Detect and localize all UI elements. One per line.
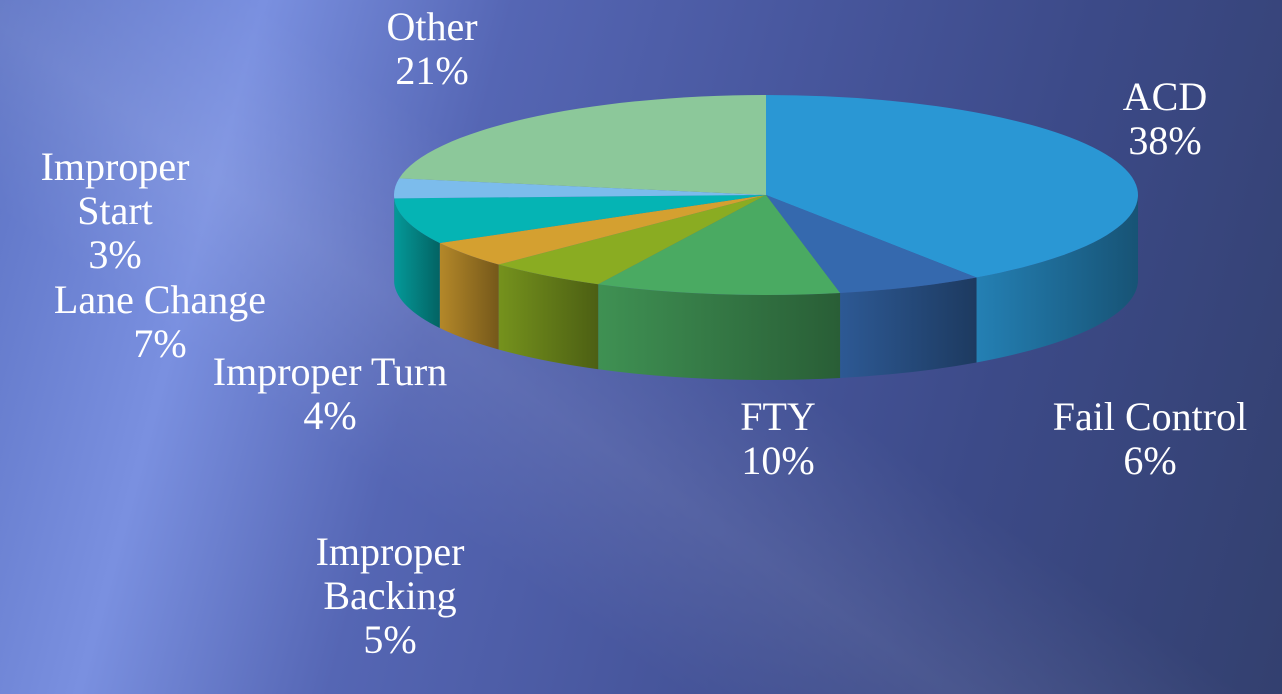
value-label: 7% <box>133 321 187 366</box>
data-label: ACD 38% <box>965 75 1282 163</box>
slice-side <box>598 284 841 380</box>
data-label: Fail Control 6% <box>990 395 1282 483</box>
slice <box>394 178 766 199</box>
slice <box>598 195 841 296</box>
data-label: Improper Backing 5% <box>260 530 520 662</box>
category-label: Improper Backing <box>315 529 465 618</box>
category-label: ACD <box>1122 74 1208 119</box>
data-label: FTY 10% <box>678 395 878 483</box>
category-label: Lane Change <box>53 277 267 322</box>
category-label: Other <box>386 4 478 49</box>
value-label: 4% <box>303 393 357 438</box>
slice-side <box>976 195 1138 363</box>
slice-side <box>498 264 599 370</box>
value-label: 6% <box>1123 438 1177 483</box>
value-label: 38% <box>1128 118 1202 163</box>
slice <box>394 195 766 244</box>
category-label: Improper Turn <box>212 349 448 394</box>
slice <box>766 95 1138 278</box>
value-label: 10% <box>741 438 815 483</box>
category-label: Improper Start <box>40 144 190 233</box>
slice-side <box>840 277 977 378</box>
category-label: FTY <box>740 394 816 439</box>
value-label: 5% <box>363 617 417 662</box>
value-label: 3% <box>88 232 142 277</box>
slice <box>766 195 977 293</box>
slice <box>399 95 766 195</box>
data-label: Other 21% <box>332 5 532 93</box>
data-label: Improper Start 3% <box>0 145 230 277</box>
data-label: Lane Change 7% <box>0 278 330 366</box>
value-label: 21% <box>395 48 469 93</box>
category-label: Fail Control <box>1052 394 1248 439</box>
data-label: Improper Turn 4% <box>210 350 450 438</box>
slice <box>439 195 766 265</box>
slice-side <box>439 243 499 350</box>
slice <box>498 195 766 285</box>
slice-side <box>394 198 440 329</box>
